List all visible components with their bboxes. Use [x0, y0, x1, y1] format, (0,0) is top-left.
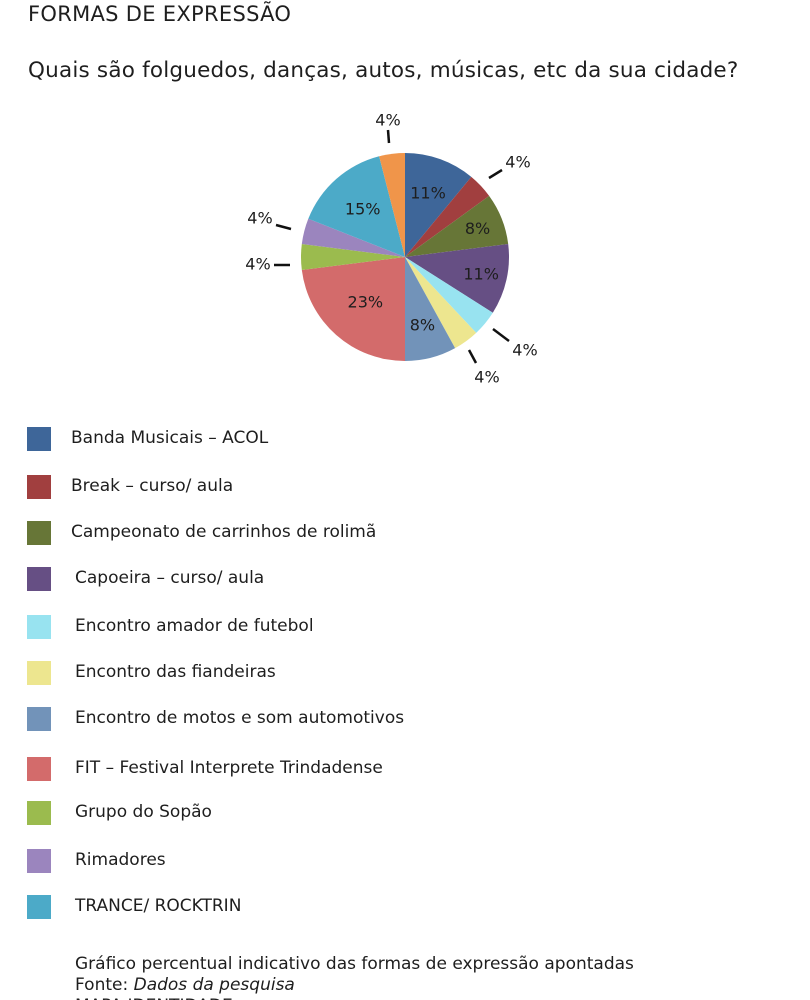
slice-label-grupo-do-sopao: 4% [245, 255, 270, 274]
slice-label-trance-rocktrin: 15% [345, 199, 381, 218]
pie-slice-break-curso-aula [405, 176, 490, 257]
caption-cut-line: MAPA IDENTIDADE [75, 996, 233, 1000]
legend-swatch [27, 475, 51, 499]
slice-label-fit-festival-interprete-trindadense: 23% [348, 293, 384, 312]
legend-swatch [27, 615, 51, 639]
slice-label-rimadores: 4% [247, 209, 272, 228]
legend-label: Encontro das fiandeiras [75, 662, 276, 682]
legend-label: Encontro de motos e som automotivos [75, 708, 405, 728]
legend-item-encontro-de-motos-e-som-automotivos: Encontro de motos e som automotivos [27, 706, 404, 732]
legend-item-campeonato-de-carrinhos-de-rolima: Campeonato de carrinhos de rolimã [27, 520, 376, 546]
leader-line-encontro-das-fiandeiras [467, 349, 478, 364]
legend-item-capoeira-curso-aula: Capoeira – curso/ aula [27, 566, 264, 592]
leader-line-break-curso-aula [488, 168, 503, 180]
legend-label: TRANCE/ ROCKTRIN [75, 896, 242, 916]
legend-swatch [27, 521, 51, 545]
legend-label: Break – curso/ aula [71, 476, 234, 496]
leader-line-encontro-amador-de-futebol [492, 328, 510, 342]
legend-item-encontro-amador-de-futebol: Encontro amador de futebol [27, 614, 314, 640]
legend-label: Banda Musicais – ACOL [71, 428, 269, 448]
page-title: FORMAS DE EXPRESSÃO [28, 2, 292, 26]
slice-label-encontro-amador-de-futebol: 4% [512, 341, 537, 360]
chart-caption: Gráfico percentual indicativo das formas… [75, 954, 634, 996]
legend-item-rimadores: Rimadores [27, 848, 166, 874]
legend-swatch [27, 567, 51, 591]
legend-item-banda-musicais-acol: Banda Musicais – ACOL [27, 426, 268, 452]
slice-label-encontro-das-fiandeiras: 4% [474, 368, 499, 387]
legend-item-grupo-do-sopao: Grupo do Sopão [27, 800, 212, 826]
pie-slice-banda-musicais-acol [405, 153, 472, 257]
legend-item-trance-rocktrin: TRANCE/ ROCKTRIN [27, 894, 241, 920]
pie-slice-encontro-de-motos-e-som-automotivos [405, 257, 456, 361]
slice-label-break-curso-aula: 4% [505, 153, 530, 172]
pie-slice-grupo-do-sopao [301, 243, 405, 271]
pie-slice-encontro-das-fiandeiras [405, 257, 477, 349]
slice-label-campeonato-de-carrinhos-de-rolima: 8% [465, 219, 490, 238]
pie-slice-encontro-amador-de-futebol [405, 257, 493, 333]
pie-slice-other [379, 153, 405, 257]
pie-slice-trance-rocktrin [308, 156, 405, 257]
legend-label: FIT – Festival Interprete Trindadense [75, 758, 383, 778]
legend-swatch [27, 895, 51, 919]
legend-swatch [27, 849, 51, 873]
legend-item-break-curso-aula: Break – curso/ aula [27, 474, 233, 500]
pie-slice-campeonato-de-carrinhos-de-rolima [405, 195, 509, 257]
survey-question: Quais são folguedos, danças, autos, músi… [28, 58, 739, 83]
caption-source-prefix: Fonte: [75, 975, 134, 995]
legend-label: Campeonato de carrinhos de rolimã [71, 522, 377, 542]
leader-line-rimadores [275, 223, 292, 231]
caption-source: Fonte: Dados da pesquisa [75, 975, 634, 996]
legend-item-encontro-das-fiandeiras: Encontro das fiandeiras [27, 660, 276, 686]
leader-line-other [386, 129, 391, 144]
pie-slice-capoeira-curso-aula [405, 243, 510, 313]
legend-label: Rimadores [75, 850, 166, 870]
slice-label-encontro-de-motos-e-som-automotivos: 8% [410, 315, 435, 334]
legend-label: Encontro amador de futebol [75, 616, 314, 636]
legend-label: Capoeira – curso/ aula [75, 568, 265, 588]
caption-description: Gráfico percentual indicativo das formas… [75, 954, 634, 974]
legend-swatch [27, 707, 51, 731]
pie-slice-rimadores [301, 218, 405, 257]
legend-swatch [27, 757, 51, 781]
caption-source-name: Dados da pesquisa [133, 975, 295, 995]
slice-label-capoeira-curso-aula: 11% [463, 265, 499, 284]
legend-label: Grupo do Sopão [75, 802, 212, 822]
legend-swatch [27, 801, 51, 825]
pie-slice-fit-festival-interprete-trindadense [301, 257, 405, 361]
legend-swatch [27, 427, 51, 451]
pie-chart: 11% 4% 8% 11% 4% 4% 8% 23% 4% 4% 15% 4% [245, 111, 537, 387]
legend-swatch [27, 661, 51, 685]
legend-item-fit-festival-interprete-trindadense: FIT – Festival Interprete Trindadense [27, 756, 383, 782]
slice-label-other: 4% [375, 111, 400, 130]
slice-label-banda-musicais-acol: 11% [410, 184, 446, 203]
